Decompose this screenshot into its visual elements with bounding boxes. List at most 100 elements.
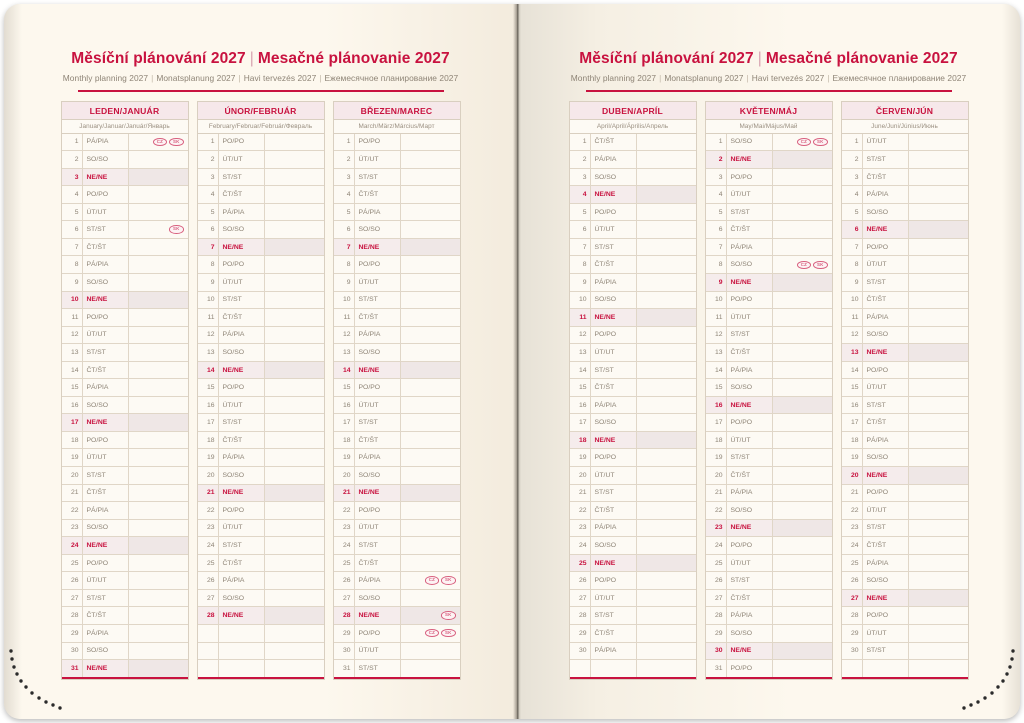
day-row[interactable]: 21 NE/NE (197, 484, 324, 503)
day-row[interactable]: 29 ÚT/UT (841, 624, 968, 643)
day-row[interactable]: 3 ST/ST (333, 168, 460, 187)
day-note-field[interactable] (264, 414, 324, 431)
day-note-field[interactable] (400, 291, 460, 309)
day-row[interactable]: 8 PÁ/PIA (61, 256, 188, 275)
day-note-field[interactable] (772, 431, 832, 449)
day-note-field[interactable] (636, 238, 696, 256)
day-row[interactable]: 13 NE/NE (841, 344, 968, 362)
day-row[interactable]: 25 PO/PO (61, 554, 188, 573)
day-note-field[interactable] (128, 589, 188, 607)
day-row[interactable]: 16 NE/NE (705, 396, 832, 415)
day-row[interactable]: 31 ST/ST (333, 660, 460, 677)
day-row[interactable]: 26 SO/SO (841, 572, 968, 590)
day-note-field[interactable] (400, 537, 460, 554)
day-row[interactable]: 17 ST/ST (197, 414, 324, 432)
day-note-field[interactable] (636, 431, 696, 449)
day-note-field[interactable] (772, 449, 832, 467)
day-note-field[interactable]: CZ SK (772, 256, 832, 274)
day-row[interactable]: 22 ÚT/UT (841, 502, 968, 520)
day-note-field[interactable] (636, 221, 696, 238)
day-row[interactable]: 11 PO/PO (61, 309, 188, 327)
day-row[interactable]: 20 ÚT/UT (569, 467, 696, 485)
day-row[interactable]: 18 ČT/ŠT (197, 431, 324, 450)
day-note-field[interactable] (772, 151, 832, 168)
day-note-field[interactable] (128, 203, 188, 221)
day-note-field[interactable] (400, 414, 460, 431)
day-row[interactable]: 18 ÚT/UT (705, 431, 832, 450)
day-note-field[interactable] (400, 186, 460, 203)
day-row[interactable]: 22 PO/PO (333, 502, 460, 520)
day-row[interactable]: 11 ÚT/UT (705, 309, 832, 327)
day-row[interactable]: 4 ČT/ŠT (197, 186, 324, 204)
day-note-field[interactable] (264, 467, 324, 484)
day-note-field[interactable] (908, 414, 968, 431)
day-note-field[interactable] (636, 344, 696, 361)
day-row[interactable]: 25 ČT/ŠT (333, 554, 460, 573)
day-row[interactable]: 13 SO/SO (333, 344, 460, 362)
day-note-field[interactable] (636, 484, 696, 502)
day-note-field[interactable] (908, 502, 968, 519)
day-row[interactable]: 15 PO/PO (333, 379, 460, 397)
day-note-field[interactable] (772, 642, 832, 660)
day-note-field[interactable] (128, 572, 188, 589)
day-note-field[interactable] (908, 326, 968, 344)
day-row[interactable]: 18 PÁ/PIA (841, 431, 968, 450)
day-row[interactable]: 10 ST/ST (197, 291, 324, 310)
day-note-field[interactable] (128, 256, 188, 274)
day-note-field[interactable] (264, 221, 324, 238)
day-note-field[interactable] (772, 168, 832, 186)
day-row[interactable]: 4 PO/PO (61, 186, 188, 204)
day-note-field[interactable] (636, 414, 696, 431)
day-note-field[interactable] (772, 572, 832, 589)
day-row[interactable]: 9 NE/NE (705, 274, 832, 292)
day-row[interactable]: 31 PO/PO (705, 660, 832, 677)
day-note-field[interactable] (264, 431, 324, 449)
day-row[interactable]: 20 SO/SO (197, 467, 324, 485)
day-row[interactable]: 6 NE/NE (841, 221, 968, 239)
day-note-field[interactable] (400, 326, 460, 344)
day-row[interactable]: 30 ÚT/UT (333, 642, 460, 661)
day-note-field[interactable] (400, 168, 460, 186)
day-row[interactable]: 10 NE/NE (61, 291, 188, 310)
day-note-field[interactable] (264, 186, 324, 203)
day-note-field[interactable] (128, 624, 188, 642)
day-row[interactable]: 27 NE/NE (841, 589, 968, 608)
day-note-field[interactable] (636, 537, 696, 554)
day-note-field[interactable] (264, 624, 324, 642)
day-row[interactable]: 1 PÁ/PIA CZ SK (61, 133, 188, 152)
day-row[interactable]: 22 SO/SO (705, 502, 832, 520)
day-note-field[interactable] (772, 221, 832, 238)
day-note-field[interactable] (400, 344, 460, 361)
day-row[interactable]: 16 ÚT/UT (333, 396, 460, 415)
day-row[interactable]: 7 NE/NE (197, 238, 324, 257)
day-note-field[interactable] (636, 186, 696, 203)
day-row[interactable]: 23 ÚT/UT (333, 519, 460, 538)
day-note-field[interactable] (772, 326, 832, 344)
day-row[interactable]: 18 NE/NE (569, 431, 696, 450)
day-row[interactable]: 12 SO/SO (841, 326, 968, 345)
day-row[interactable]: 28 PO/PO (841, 607, 968, 625)
day-note-field[interactable] (128, 554, 188, 572)
day-note-field[interactable] (908, 291, 968, 309)
day-row[interactable]: 27 ÚT/UT (569, 589, 696, 608)
day-row[interactable]: 17 NE/NE (61, 414, 188, 432)
day-note-field[interactable] (772, 309, 832, 326)
day-note-field[interactable]: CZ SK (128, 133, 188, 151)
day-row[interactable]: 11 PÁ/PIA (841, 309, 968, 327)
day-note-field[interactable] (908, 256, 968, 274)
day-note-field[interactable] (264, 642, 324, 660)
day-note-field[interactable] (772, 537, 832, 554)
day-note-field[interactable] (908, 203, 968, 221)
day-note-field[interactable] (264, 309, 324, 326)
day-row[interactable]: 27 ST/ST (61, 589, 188, 608)
day-note-field[interactable] (772, 554, 832, 572)
day-row[interactable]: 28 ST/ST (569, 607, 696, 625)
day-row[interactable]: 4 ČT/ŠT (333, 186, 460, 204)
day-row[interactable]: 3 SO/SO (569, 168, 696, 187)
day-row[interactable]: 25 NE/NE (569, 554, 696, 573)
day-note-field[interactable]: SK (400, 607, 460, 624)
day-note-field[interactable] (264, 396, 324, 414)
day-note-field[interactable] (636, 326, 696, 344)
day-note-field[interactable] (400, 554, 460, 572)
day-row[interactable]: 7 NE/NE (333, 238, 460, 257)
